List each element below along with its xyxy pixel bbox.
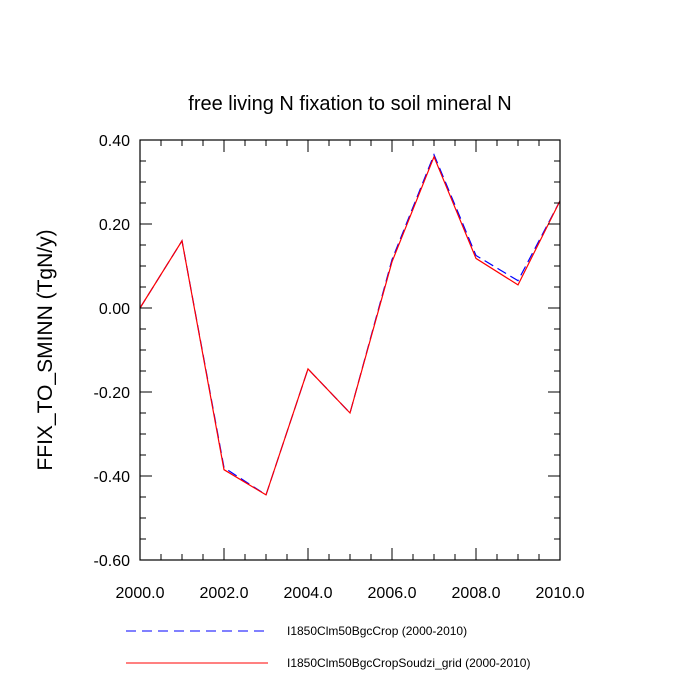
- y-tick-label: -0.60: [94, 553, 131, 570]
- x-tick-label: 2010.0: [536, 585, 585, 602]
- y-tick-label: -0.20: [94, 385, 131, 402]
- x-tick-label: 2000.0: [116, 585, 165, 602]
- legend: I1850Clm50BgcCrop (2000-2010) I1850Clm50B…: [126, 624, 530, 670]
- legend-label-2: I1850Clm50BgcCropSoudzi_grid (2000-2010): [287, 656, 530, 670]
- series-line-1: [139, 153, 561, 496]
- y-axis-label: FFIX_TO_SMINN (TgN/y): [34, 229, 57, 470]
- series-layer: [139, 153, 561, 496]
- legend-label-1: I1850Clm50BgcCrop (2000-2010): [287, 624, 467, 638]
- y-tick-label: 0.20: [99, 217, 130, 234]
- chart-title: free living N fixation to soil mineral N: [188, 93, 511, 115]
- plot-frame: [139, 139, 561, 561]
- y-tick-label: 0.00: [99, 301, 130, 318]
- x-tick-label: 2008.0: [452, 585, 501, 602]
- x-tick-label: 2002.0: [200, 585, 249, 602]
- series-line-2: [139, 155, 561, 496]
- x-tick-label: 2004.0: [284, 585, 333, 602]
- ticks-layer: 2000.0 2002.0 2004.0 2006.0 2008.0 2010.0 0.40…: [94, 133, 585, 602]
- y-tick-label: 0.40: [99, 133, 130, 150]
- x-tick-label: 2006.0: [368, 585, 417, 602]
- y-tick-label: -0.40: [94, 469, 131, 486]
